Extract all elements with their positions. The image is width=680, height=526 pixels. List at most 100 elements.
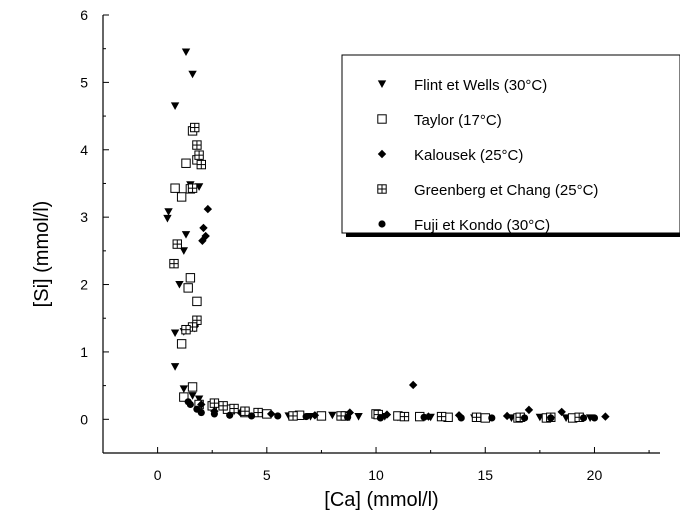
data-point (247, 412, 256, 420)
y-tick-label: 0 (80, 411, 88, 427)
data-point (471, 412, 482, 422)
y-tick-label: 6 (80, 7, 88, 23)
data-point (169, 258, 179, 269)
data-point (408, 380, 418, 390)
data-point (164, 208, 173, 216)
y-tick-label: 5 (80, 74, 88, 90)
data-point (192, 315, 202, 325)
data-point (524, 405, 534, 415)
data-point (336, 411, 346, 421)
data-point (209, 398, 220, 408)
data-point (480, 413, 490, 423)
data-point (547, 414, 555, 422)
data-point (181, 48, 191, 57)
legend-entry: Flint et Wells (30°C) (414, 77, 547, 94)
data-point (181, 324, 191, 335)
data-point (328, 411, 337, 420)
legend-marker (377, 184, 387, 194)
data-point (521, 414, 529, 422)
x-tick-label: 0 (154, 467, 162, 483)
series-4 (184, 398, 599, 422)
data-point (192, 140, 202, 150)
y-axis-label: [Si] (mmol/l) (31, 201, 53, 308)
data-points (163, 48, 610, 423)
data-point (376, 414, 384, 422)
data-point (601, 412, 610, 421)
y-tick-label: 1 (80, 344, 88, 360)
data-point (198, 236, 207, 245)
data-point (187, 382, 198, 392)
data-point (170, 183, 180, 193)
data-point (176, 339, 187, 349)
data-point (175, 280, 184, 289)
data-point (170, 329, 180, 338)
y-tick-label: 3 (80, 209, 88, 225)
data-point (179, 385, 189, 393)
data-point (181, 231, 191, 239)
data-point (253, 407, 263, 418)
data-point (187, 183, 198, 193)
legend-entry: Greenberg et Chang (25°C) (414, 182, 598, 199)
legend: Flint et Wells (30°C) Taylor (17°C) Kalous… (341, 54, 680, 237)
legend-marker (377, 149, 387, 159)
data-point (218, 401, 228, 411)
data-point (176, 192, 187, 202)
data-point (192, 296, 202, 307)
data-point (590, 414, 599, 422)
data-point (316, 411, 327, 421)
data-point (502, 411, 512, 421)
data-point (240, 406, 250, 416)
data-point (302, 413, 310, 421)
legend-marker (377, 114, 387, 124)
data-point (181, 158, 191, 168)
data-point (557, 407, 566, 417)
data-point (194, 395, 204, 404)
data-point (172, 239, 182, 249)
data-point (188, 70, 197, 79)
data-point (186, 400, 194, 409)
plot-area (102, 15, 660, 454)
x-tick-label: 5 (263, 467, 271, 483)
legend-entry: Fuji et Kondo (30°C) (414, 217, 550, 234)
data-point (197, 408, 205, 417)
x-tick-label: 10 (368, 467, 384, 483)
data-point (310, 411, 320, 420)
data-point (420, 413, 428, 421)
data-point (274, 412, 282, 420)
data-point (457, 414, 465, 422)
series-3 (169, 122, 584, 422)
data-point (185, 273, 196, 283)
data-point (188, 392, 197, 400)
axis-tick-labels: 0 5 10 15 20 0 1 2 3 4 5 6 (80, 7, 602, 483)
data-point (579, 414, 588, 422)
data-point (488, 414, 496, 422)
legend-entry: Taylor (17°C) (414, 112, 502, 129)
data-point (266, 409, 276, 419)
data-point (382, 410, 392, 419)
data-point (163, 214, 172, 223)
y-tick-label: 4 (80, 142, 88, 158)
data-point (229, 403, 239, 414)
series-2 (190, 204, 610, 421)
data-point (179, 247, 189, 255)
data-point (344, 413, 352, 421)
x-axis-label: [Ca] (mmol/l) (324, 489, 438, 511)
data-point (190, 122, 200, 133)
data-point (203, 204, 213, 214)
data-point (183, 283, 193, 293)
x-tick-label: 15 (477, 467, 493, 483)
data-point (196, 159, 206, 170)
data-point (179, 392, 189, 402)
data-point (354, 413, 363, 421)
x-tick-label: 20 (587, 467, 603, 483)
legend-entry: Kalousek (25°C) (414, 147, 523, 164)
data-point (210, 410, 218, 418)
data-point (170, 363, 180, 371)
data-point (226, 411, 234, 419)
data-point (199, 223, 208, 233)
data-point (436, 411, 447, 422)
data-point (399, 411, 410, 422)
data-point (194, 150, 204, 160)
legend-marker (378, 220, 386, 228)
